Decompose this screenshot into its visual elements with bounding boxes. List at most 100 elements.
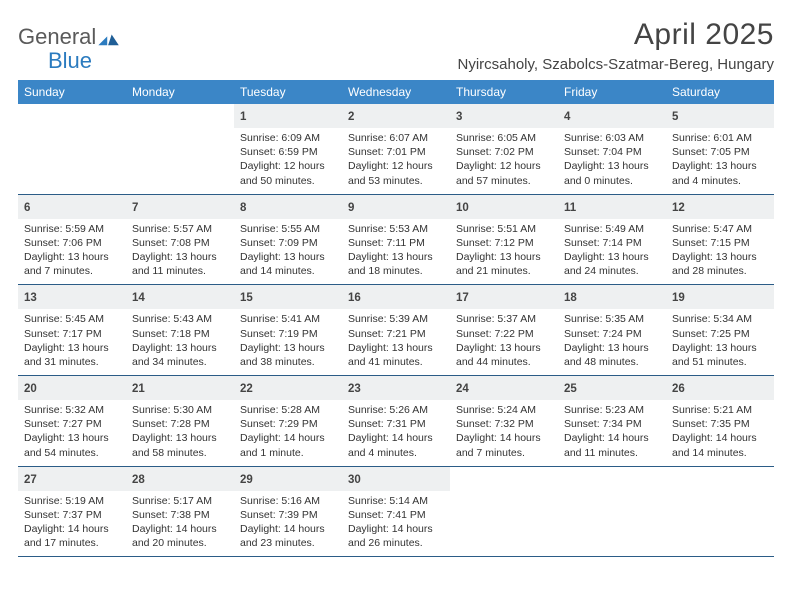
day-details: Sunrise: 5:16 AMSunset: 7:39 PMDaylight:…	[234, 491, 342, 557]
day-number-bar: 13	[18, 285, 126, 309]
day-number-bar: 9	[342, 195, 450, 219]
day-details: Sunrise: 5:24 AMSunset: 7:32 PMDaylight:…	[450, 400, 558, 466]
sunrise-line: Sunrise: 5:24 AM	[456, 403, 552, 417]
day-number-bar: 10	[450, 195, 558, 219]
day-number: 15	[240, 292, 253, 304]
sunset-line: Sunset: 7:25 PM	[672, 327, 768, 341]
sunset-line: Sunset: 7:01 PM	[348, 145, 444, 159]
calendar-day-cell: 22 Sunrise: 5:28 AMSunset: 7:29 PMDayligh…	[234, 376, 342, 467]
day-number-bar: 2	[342, 104, 450, 128]
sunrise-line: Sunrise: 5:21 AM	[672, 403, 768, 417]
day-number-bar: 22	[234, 376, 342, 400]
calendar-week-row: 6Sunrise: 5:59 AMSunset: 7:06 PMDaylight…	[18, 194, 774, 285]
sunrise-line: Sunrise: 5:55 AM	[240, 222, 336, 236]
day-details: Sunrise: 5:59 AMSunset: 7:06 PMDaylight:…	[18, 219, 126, 285]
sunset-line: Sunset: 7:27 PM	[24, 417, 120, 431]
day-number: 22	[240, 383, 253, 395]
page: GeneralBlue April 2025 Nyircsaholy, Szab…	[0, 0, 792, 567]
sunset-line: Sunset: 7:15 PM	[672, 236, 768, 250]
daylight-line: Daylight: 12 hours and 50 minutes.	[240, 159, 336, 187]
weekday-header: Monday	[126, 80, 234, 104]
day-number-bar: 11	[558, 195, 666, 219]
day-details: Sunrise: 5:35 AMSunset: 7:24 PMDaylight:…	[558, 309, 666, 375]
sunrise-line: Sunrise: 5:39 AM	[348, 312, 444, 326]
day-number-bar: 12	[666, 195, 774, 219]
daylight-line: Daylight: 13 hours and 21 minutes.	[456, 250, 552, 278]
sunset-line: Sunset: 7:28 PM	[132, 417, 228, 431]
sunset-line: Sunset: 7:19 PM	[240, 327, 336, 341]
day-number: 19	[672, 292, 685, 304]
day-number: 1	[240, 111, 246, 123]
location-text: Nyircsaholy, Szabolcs-Szatmar-Bereg, Hun…	[457, 56, 774, 73]
logo-word1: General	[18, 24, 96, 50]
daylight-line: Daylight: 13 hours and 31 minutes.	[24, 341, 120, 369]
day-number: 12	[672, 202, 685, 214]
day-number-bar: 29	[234, 467, 342, 491]
calendar-empty-cell	[126, 104, 234, 194]
sunset-line: Sunset: 6:59 PM	[240, 145, 336, 159]
sunrise-line: Sunrise: 5:23 AM	[564, 403, 660, 417]
sunrise-line: Sunrise: 5:49 AM	[564, 222, 660, 236]
sunrise-line: Sunrise: 6:09 AM	[240, 131, 336, 145]
sunrise-line: Sunrise: 5:34 AM	[672, 312, 768, 326]
daylight-line: Daylight: 13 hours and 38 minutes.	[240, 341, 336, 369]
weekday-header: Wednesday	[342, 80, 450, 104]
day-number-bar: 19	[666, 285, 774, 309]
daylight-line: Daylight: 13 hours and 11 minutes.	[132, 250, 228, 278]
daylight-line: Daylight: 12 hours and 57 minutes.	[456, 159, 552, 187]
day-number: 5	[672, 111, 678, 123]
day-number-bar: 25	[558, 376, 666, 400]
day-number: 4	[564, 111, 570, 123]
day-number: 2	[348, 111, 354, 123]
day-details: Sunrise: 5:19 AMSunset: 7:37 PMDaylight:…	[18, 491, 126, 557]
sunset-line: Sunset: 7:18 PM	[132, 327, 228, 341]
calendar-empty-cell	[450, 466, 558, 557]
calendar-day-cell: 21Sunrise: 5:30 AMSunset: 7:28 PMDayligh…	[126, 376, 234, 467]
day-number-bar: 7	[126, 195, 234, 219]
daylight-line: Daylight: 13 hours and 24 minutes.	[564, 250, 660, 278]
day-details: Sunrise: 5:34 AMSunset: 7:25 PMDaylight:…	[666, 309, 774, 375]
calendar-empty-cell	[18, 104, 126, 194]
day-details: Sunrise: 5:47 AMSunset: 7:15 PMDaylight:…	[666, 219, 774, 285]
calendar-day-cell: 6Sunrise: 5:59 AMSunset: 7:06 PMDaylight…	[18, 194, 126, 285]
calendar-day-cell: 18Sunrise: 5:35 AMSunset: 7:24 PMDayligh…	[558, 285, 666, 376]
day-details: Sunrise: 5:32 AMSunset: 7:27 PMDaylight:…	[18, 400, 126, 466]
sunrise-line: Sunrise: 5:14 AM	[348, 494, 444, 508]
sunrise-line: Sunrise: 5:16 AM	[240, 494, 336, 508]
day-number-bar: 23	[342, 376, 450, 400]
day-details: Sunrise: 5:53 AMSunset: 7:11 PMDaylight:…	[342, 219, 450, 285]
daylight-line: Daylight: 14 hours and 17 minutes.	[24, 522, 120, 550]
sunrise-line: Sunrise: 5:51 AM	[456, 222, 552, 236]
day-details: Sunrise: 5:28 AMSunset: 7:29 PMDaylight:…	[234, 400, 342, 466]
day-number-bar: 28	[126, 467, 234, 491]
calendar-day-cell: 8Sunrise: 5:55 AMSunset: 7:09 PMDaylight…	[234, 194, 342, 285]
daylight-line: Daylight: 13 hours and 48 minutes.	[564, 341, 660, 369]
logo: GeneralBlue	[18, 18, 120, 74]
day-details: Sunrise: 5:37 AMSunset: 7:22 PMDaylight:…	[450, 309, 558, 375]
calendar-day-cell: 26Sunrise: 5:21 AMSunset: 7:35 PMDayligh…	[666, 376, 774, 467]
daylight-line: Daylight: 13 hours and 54 minutes.	[24, 431, 120, 459]
sunrise-line: Sunrise: 5:37 AM	[456, 312, 552, 326]
daylight-line: Daylight: 13 hours and 44 minutes.	[456, 341, 552, 369]
daylight-line: Daylight: 12 hours and 53 minutes.	[348, 159, 444, 187]
daylight-line: Daylight: 14 hours and 20 minutes.	[132, 522, 228, 550]
sunrise-line: Sunrise: 6:01 AM	[672, 131, 768, 145]
sunrise-line: Sunrise: 5:26 AM	[348, 403, 444, 417]
day-details: Sunrise: 5:23 AMSunset: 7:34 PMDaylight:…	[558, 400, 666, 466]
day-number: 10	[456, 202, 469, 214]
daylight-line: Daylight: 14 hours and 1 minute.	[240, 431, 336, 459]
calendar-day-cell: 14Sunrise: 5:43 AMSunset: 7:18 PMDayligh…	[126, 285, 234, 376]
calendar-day-cell: 4Sunrise: 6:03 AMSunset: 7:04 PMDaylight…	[558, 104, 666, 194]
daylight-line: Daylight: 14 hours and 26 minutes.	[348, 522, 444, 550]
sunset-line: Sunset: 7:38 PM	[132, 508, 228, 522]
day-details: Sunrise: 5:49 AMSunset: 7:14 PMDaylight:…	[558, 219, 666, 285]
sunset-line: Sunset: 7:06 PM	[24, 236, 120, 250]
calendar-week-row: 20Sunrise: 5:32 AMSunset: 7:27 PMDayligh…	[18, 376, 774, 467]
day-number-bar: 30	[342, 467, 450, 491]
daylight-line: Daylight: 13 hours and 14 minutes.	[240, 250, 336, 278]
day-number-bar: 16	[342, 285, 450, 309]
calendar-day-cell: 13Sunrise: 5:45 AMSunset: 7:17 PMDayligh…	[18, 285, 126, 376]
sunset-line: Sunset: 7:37 PM	[24, 508, 120, 522]
day-number-bar: 27	[18, 467, 126, 491]
calendar-day-cell: 3Sunrise: 6:05 AMSunset: 7:02 PMDaylight…	[450, 104, 558, 194]
